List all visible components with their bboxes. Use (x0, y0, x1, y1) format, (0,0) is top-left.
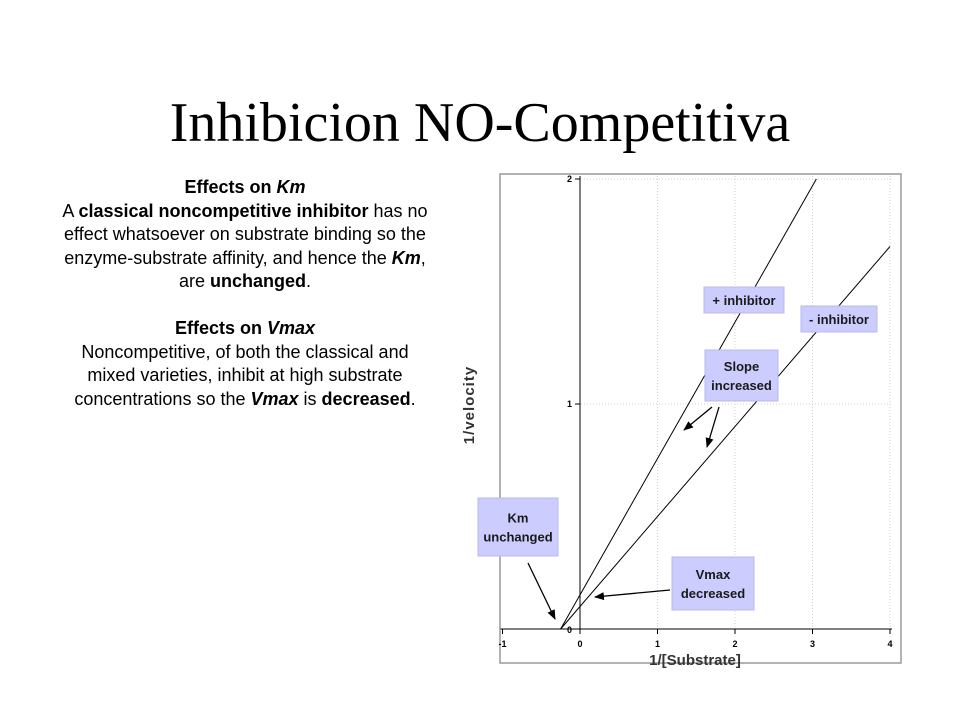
annotation-label: decreased (681, 586, 745, 601)
y-tick-label: 1 (567, 399, 572, 409)
slope-arrow-minus (705, 406, 720, 448)
annotation-background (704, 349, 779, 402)
x-tick-label: 3 (810, 639, 815, 649)
slide-title: Inhibicion NO-Competitiva (169, 92, 791, 154)
plus-inhibitor-box: + inhibitor (703, 286, 785, 314)
vmax-decreased-box: Vmax decreased (671, 556, 755, 611)
annotation-label: Slope (724, 359, 759, 374)
vmax-arrow (594, 589, 671, 601)
x-tick-label: -1 (498, 639, 506, 649)
minus-inhibitor-box: - inhibitor (800, 305, 878, 333)
annotation-background (477, 497, 559, 557)
y-tick-label: 0 (567, 625, 572, 635)
slope-arrow-plus (683, 406, 713, 431)
x-tick-label: 0 (577, 639, 582, 649)
km-arrow (527, 562, 556, 620)
km-body: A classical noncompetitive inhibitor has… (62, 200, 428, 292)
annotation-label: - inhibitor (809, 312, 869, 327)
annotation-label: Vmax (696, 567, 731, 582)
km-unchanged-box: Km unchanged (477, 497, 559, 557)
y-tick-label: 2 (567, 174, 572, 184)
vmax-heading: Effects on Vmax (174, 317, 316, 338)
x-tick-label: 2 (732, 639, 737, 649)
x-tick-label: 4 (887, 639, 892, 649)
annotation-background (671, 556, 755, 611)
annotation-background (800, 305, 878, 333)
plus-inhibitor-line (560, 178, 817, 630)
annotation-label: increased (711, 378, 772, 393)
x-tick-label: 1 (655, 639, 660, 649)
slope-increased-box: Slope increased (704, 349, 779, 402)
annotation-label: + inhibitor (712, 293, 775, 308)
annotation-label: Km (508, 511, 529, 526)
y-axis-label: 1/velocity (461, 366, 478, 444)
x-axis-label: 1/[Substrate] (649, 652, 741, 669)
explanation-text: Effects on Km A classical noncompetitive… (55, 176, 435, 411)
km-heading: Effects on Km (184, 177, 306, 197)
annotation-background (703, 286, 785, 314)
annotation-label: unchanged (483, 530, 552, 545)
vmax-body: Noncompetitive, of both the classical an… (74, 341, 416, 409)
